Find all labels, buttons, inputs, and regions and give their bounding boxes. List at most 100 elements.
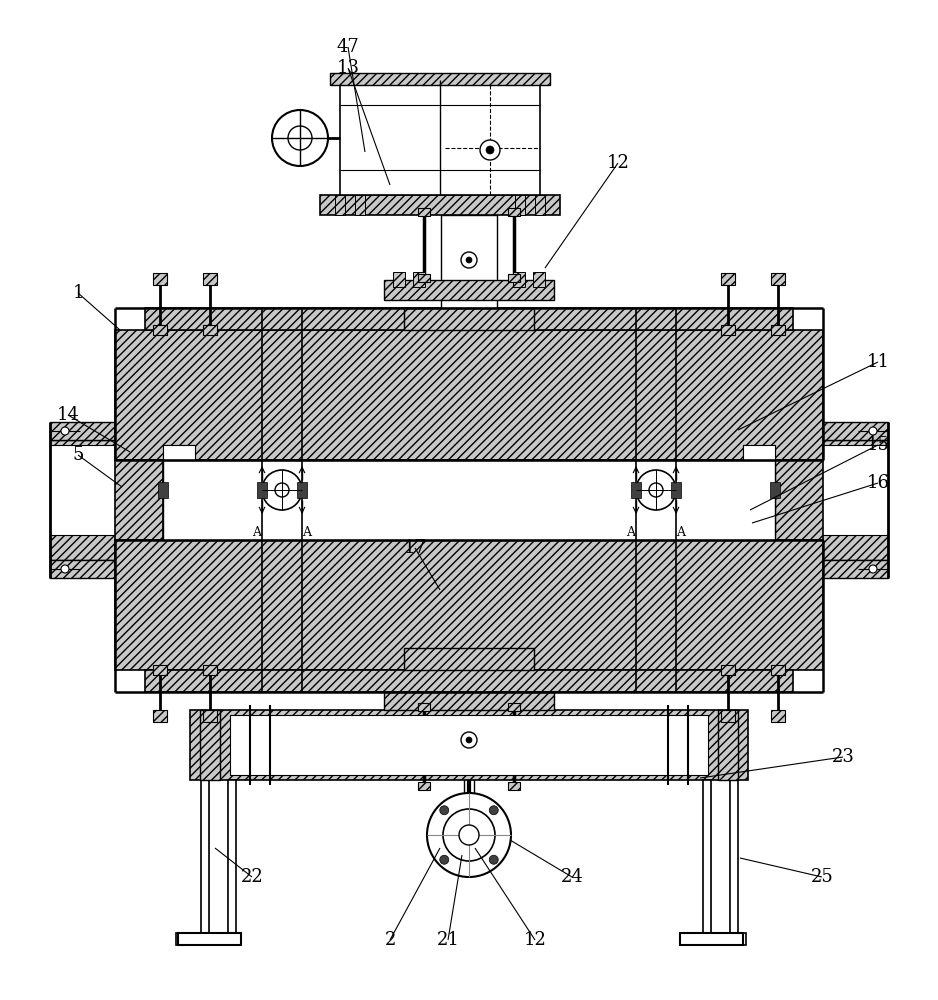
Circle shape — [443, 809, 495, 861]
Polygon shape — [404, 308, 534, 330]
Polygon shape — [163, 445, 195, 535]
Polygon shape — [163, 460, 775, 540]
Text: A: A — [302, 526, 311, 539]
Bar — [771, 710, 785, 722]
Polygon shape — [384, 280, 554, 300]
Text: 15: 15 — [867, 436, 889, 454]
Polygon shape — [115, 540, 823, 670]
Text: 2: 2 — [385, 931, 396, 949]
Text: 1: 1 — [72, 284, 83, 302]
Polygon shape — [257, 482, 267, 498]
Text: 25: 25 — [810, 868, 833, 886]
Polygon shape — [441, 215, 497, 308]
Circle shape — [490, 806, 498, 815]
Bar — [203, 273, 217, 285]
Bar — [203, 325, 217, 335]
Text: A: A — [676, 526, 686, 539]
Bar — [418, 782, 430, 790]
Circle shape — [480, 140, 500, 160]
Bar — [721, 710, 735, 722]
Circle shape — [466, 737, 472, 743]
Circle shape — [288, 126, 312, 150]
Polygon shape — [515, 195, 525, 215]
Bar — [680, 933, 743, 945]
Bar — [418, 274, 430, 282]
Polygon shape — [743, 445, 775, 535]
Bar — [153, 273, 167, 285]
Polygon shape — [335, 195, 345, 215]
Polygon shape — [763, 422, 888, 440]
Bar — [508, 274, 520, 282]
Circle shape — [466, 257, 472, 263]
Circle shape — [272, 110, 328, 166]
Bar — [178, 933, 241, 945]
Polygon shape — [115, 460, 163, 540]
Polygon shape — [743, 535, 763, 560]
Circle shape — [461, 252, 477, 268]
Bar — [703, 780, 711, 933]
Polygon shape — [320, 195, 560, 215]
Circle shape — [486, 146, 494, 154]
Circle shape — [490, 855, 498, 864]
Polygon shape — [50, 560, 175, 578]
Bar — [176, 933, 231, 945]
Polygon shape — [297, 482, 307, 498]
Circle shape — [869, 427, 877, 435]
Polygon shape — [535, 195, 545, 215]
Polygon shape — [743, 445, 775, 535]
Bar — [771, 325, 785, 335]
Polygon shape — [404, 648, 534, 670]
Text: 17: 17 — [403, 539, 427, 557]
Polygon shape — [230, 715, 708, 775]
Text: 12: 12 — [607, 154, 629, 172]
Bar — [153, 665, 167, 675]
Polygon shape — [145, 308, 793, 330]
Bar — [730, 780, 738, 933]
Polygon shape — [175, 440, 195, 445]
Bar — [771, 665, 785, 675]
Bar — [418, 208, 430, 216]
Polygon shape — [190, 710, 748, 780]
Bar — [200, 710, 220, 780]
Polygon shape — [775, 460, 823, 540]
Text: 47: 47 — [337, 38, 359, 56]
Bar — [330, 73, 550, 85]
Polygon shape — [50, 440, 175, 560]
Bar — [203, 710, 217, 722]
Polygon shape — [533, 272, 545, 287]
Polygon shape — [50, 422, 175, 440]
Polygon shape — [145, 670, 793, 692]
Text: A: A — [627, 526, 636, 539]
Circle shape — [636, 470, 676, 510]
Text: 11: 11 — [867, 353, 889, 371]
Text: 5: 5 — [72, 446, 83, 464]
Polygon shape — [743, 440, 763, 445]
Text: 16: 16 — [867, 474, 889, 492]
Bar — [721, 325, 735, 335]
Polygon shape — [631, 482, 641, 498]
Bar — [508, 208, 520, 216]
Polygon shape — [413, 272, 425, 287]
Bar — [718, 710, 738, 780]
Polygon shape — [384, 692, 554, 710]
Circle shape — [440, 855, 448, 864]
Bar — [201, 780, 209, 933]
Polygon shape — [175, 535, 195, 560]
Polygon shape — [770, 482, 780, 498]
Bar — [203, 665, 217, 675]
Circle shape — [461, 732, 477, 748]
Bar — [508, 782, 520, 790]
Text: 23: 23 — [832, 748, 855, 766]
Bar — [508, 703, 520, 711]
Circle shape — [262, 470, 302, 510]
Text: 21: 21 — [436, 931, 460, 949]
Polygon shape — [513, 272, 525, 287]
Circle shape — [275, 483, 289, 497]
Circle shape — [427, 793, 511, 877]
Circle shape — [649, 483, 663, 497]
Bar — [418, 703, 430, 711]
Circle shape — [61, 427, 69, 435]
Polygon shape — [671, 482, 681, 498]
Polygon shape — [115, 330, 823, 460]
Circle shape — [459, 825, 479, 845]
